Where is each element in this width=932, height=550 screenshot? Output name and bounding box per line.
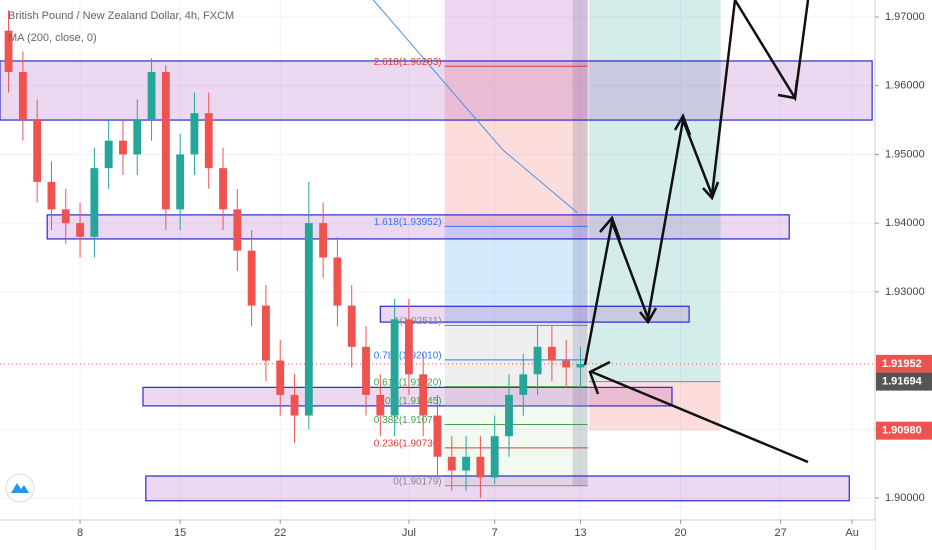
fib-label: 0.236(1.90730) <box>374 438 442 449</box>
pointer-arrow <box>591 370 809 464</box>
x-tick-label: 27 <box>775 527 787 539</box>
candle-body <box>233 209 242 251</box>
y-tick-label: 1.93000 <box>885 286 925 298</box>
candle-body <box>104 140 113 169</box>
logo-icon <box>11 483 29 493</box>
fib-label: 1(1.92511) <box>394 316 442 327</box>
fib-zone <box>444 66 588 227</box>
candle-body <box>133 120 142 155</box>
fib-label: 1.618(1.93952) <box>374 217 442 228</box>
candle-body <box>33 120 42 182</box>
indicator-label: MA (200, close, 0) <box>8 32 97 44</box>
candle-body <box>376 394 385 416</box>
candle-body <box>562 360 571 368</box>
x-tick-label: 22 <box>274 527 286 539</box>
candle-body <box>447 456 456 471</box>
axis-layer: 1.970001.960001.950001.940001.930001.910… <box>77 11 932 539</box>
fib-label: 0.382(1.91070) <box>374 415 442 426</box>
fib-label: 0(1.90179) <box>393 476 441 487</box>
y-tick-label: 1.90000 <box>885 492 925 504</box>
background-layer <box>0 0 875 520</box>
candle-body <box>547 346 556 361</box>
price-axis <box>875 0 932 520</box>
price-tag-label: 1.91694 <box>882 376 923 388</box>
candle-body <box>176 154 185 210</box>
y-tick-label: 1.94000 <box>885 217 925 229</box>
candle-body <box>219 168 227 210</box>
candle-body <box>404 319 413 375</box>
candle-body <box>533 346 542 375</box>
x-tick-label: 7 <box>492 527 498 539</box>
candle-body <box>476 456 485 478</box>
candle-body <box>161 71 170 210</box>
price-tag <box>876 354 932 373</box>
chart-title: British Pound / New Zealand Dollar, 4h, … <box>8 10 234 22</box>
x-tick-label: 13 <box>574 527 586 539</box>
time-axis <box>0 520 875 550</box>
arrow-head <box>639 307 658 325</box>
arrow-head <box>673 113 692 136</box>
fib-label: 0.618(1.91620) <box>374 377 442 388</box>
candle-body <box>519 374 528 395</box>
x-tick-label: 20 <box>674 527 686 539</box>
x-tick-label: 8 <box>77 527 83 539</box>
candle-body <box>347 305 356 347</box>
candle-body <box>390 319 399 416</box>
fib-label: 2.618(1.96283) <box>374 57 442 68</box>
zone <box>0 60 873 121</box>
fib-zone <box>444 405 588 486</box>
arrow-head <box>599 215 622 241</box>
arrow-head <box>588 360 611 395</box>
zone <box>142 386 673 407</box>
zone <box>379 305 690 323</box>
fib-zone <box>444 0 588 67</box>
candle-body <box>490 436 499 478</box>
candle-body <box>462 456 471 471</box>
candle-body <box>247 250 256 306</box>
y-tick-label: 1.95000 <box>885 148 925 160</box>
candle-body <box>119 140 127 155</box>
candle-body <box>18 71 27 121</box>
fib-zone <box>444 226 588 326</box>
x-tick-label: Au <box>845 527 858 539</box>
price-tag <box>876 421 932 440</box>
fib-label: 0.5(1.91345) <box>385 396 442 407</box>
price-tag <box>876 372 932 391</box>
candle-body <box>204 113 213 169</box>
candle-body <box>333 257 342 306</box>
candle-body <box>319 223 328 258</box>
candle-body <box>362 346 370 395</box>
y-tick-label: 1.96000 <box>885 80 925 92</box>
candle-body <box>419 374 428 416</box>
projection-arrow <box>583 0 737 366</box>
plot-layer: 2.618(1.96283) 1.618(1.93952) 1(1.92511) 0.… <box>4 0 585 499</box>
price-tag-label: 1.91952 <box>882 358 922 370</box>
arrow-head <box>702 181 720 201</box>
candle-body <box>261 305 270 361</box>
candle-body <box>276 360 285 395</box>
candle-body <box>90 168 99 237</box>
position-target <box>589 0 721 382</box>
candle-body <box>47 181 56 210</box>
candle-body <box>304 223 313 416</box>
price-tag-label: 1.90980 <box>882 425 922 437</box>
candle-body <box>576 364 585 368</box>
candle-body <box>76 223 84 237</box>
y-tick-label: 1.97000 <box>885 11 925 23</box>
candle-body <box>505 394 513 437</box>
arrow-head <box>777 79 799 100</box>
x-tick-label: 15 <box>174 527 186 539</box>
candle-body <box>4 30 13 72</box>
ma-line <box>372 0 578 214</box>
zone <box>145 475 850 502</box>
x-tick-label: Jul <box>402 527 416 539</box>
candle-body <box>433 415 442 457</box>
candle-body <box>190 113 199 155</box>
candle-body <box>61 209 70 224</box>
candle-body <box>290 394 299 416</box>
candle-body <box>147 71 156 121</box>
